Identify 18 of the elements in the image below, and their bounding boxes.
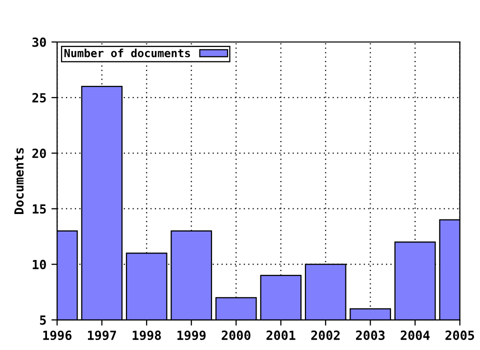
x-tick-label: 2004 — [400, 330, 430, 340]
x-tick-label: 2000 — [222, 330, 250, 340]
x-tick-label: 1998 — [132, 330, 161, 340]
y-tick-label: 25 — [32, 93, 46, 103]
y-tick-label: 15 — [32, 204, 46, 214]
y-tick-label: 20 — [32, 148, 46, 158]
x-tick-label: 2005 — [445, 330, 474, 340]
x-tick-label: 1997 — [88, 330, 116, 340]
x-tick-label: 1999 — [177, 330, 206, 340]
x-tick-label: 2002 — [311, 330, 340, 340]
x-tick-label: 2001 — [266, 330, 296, 340]
x-tick-label: 2003 — [356, 330, 385, 340]
legend-label: Number of documents — [64, 48, 190, 58]
y-tick-label: 10 — [32, 260, 46, 270]
y-axis-title: Documents — [14, 148, 24, 214]
y-tick-label: 5 — [40, 316, 46, 325]
x-tick-label: 1996 — [43, 330, 72, 340]
y-tick-label: 30 — [32, 37, 46, 47]
